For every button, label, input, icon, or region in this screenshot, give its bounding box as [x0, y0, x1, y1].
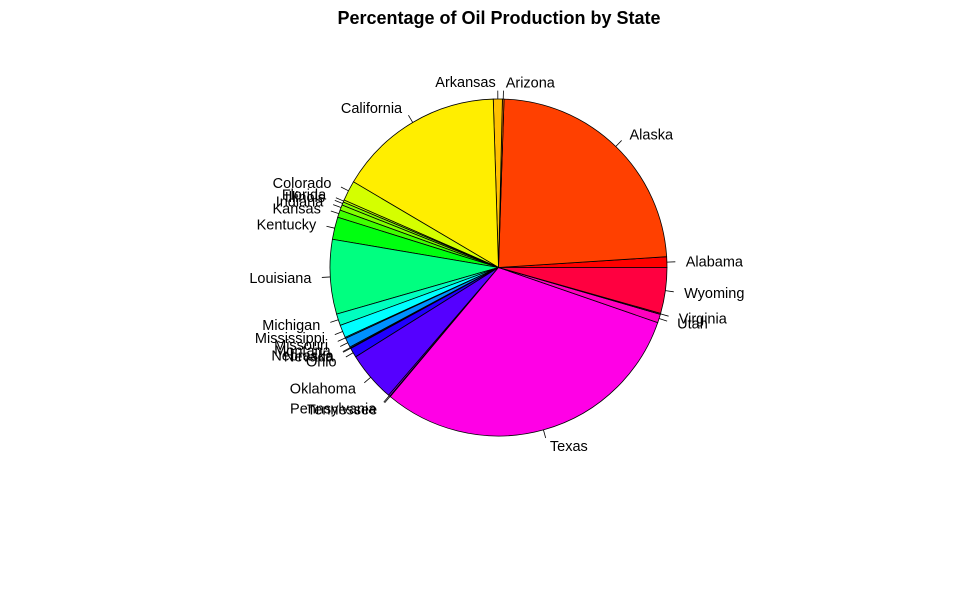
tick-michigan [330, 320, 338, 323]
label-arizona: Arizona [506, 75, 556, 91]
tick-kentucky [326, 226, 334, 228]
label-kentucky: Kentucky [257, 217, 317, 233]
tick-florida [336, 198, 344, 201]
label-alabama: Alabama [686, 255, 744, 271]
pie-slice-alaska [499, 99, 667, 267]
label-ohio: Ohio [306, 354, 337, 370]
tick-california [408, 115, 412, 122]
tick-mississippi [335, 331, 343, 334]
tick-oklahoma [364, 377, 370, 382]
tick-utah [659, 319, 667, 322]
tick-kansas [331, 211, 339, 214]
tick-virginia [661, 314, 669, 316]
label-wyoming: Wyoming [684, 286, 744, 302]
label-texas: Texas [550, 439, 588, 455]
label-tennessee: Tennessee [307, 402, 377, 418]
tick-indiana [333, 205, 341, 208]
tick-wyoming [665, 291, 673, 292]
label-kansas: Kansas [272, 201, 320, 217]
tick-texas [543, 430, 545, 438]
label-virginia: Virginia [679, 312, 728, 328]
pie-slices [330, 99, 667, 436]
label-california: California [341, 101, 403, 117]
tick-alaska [616, 140, 622, 146]
label-alaska: Alaska [630, 127, 674, 143]
label-louisiana: Louisiana [249, 271, 312, 287]
tick-illinois [335, 200, 343, 203]
tick-montana [340, 343, 348, 347]
label-oklahoma: Oklahoma [290, 381, 357, 397]
label-arkansas: Arkansas [435, 75, 495, 91]
tick-missouri [338, 338, 346, 342]
tick-ohio [346, 353, 353, 357]
tick-colorado [341, 187, 349, 191]
